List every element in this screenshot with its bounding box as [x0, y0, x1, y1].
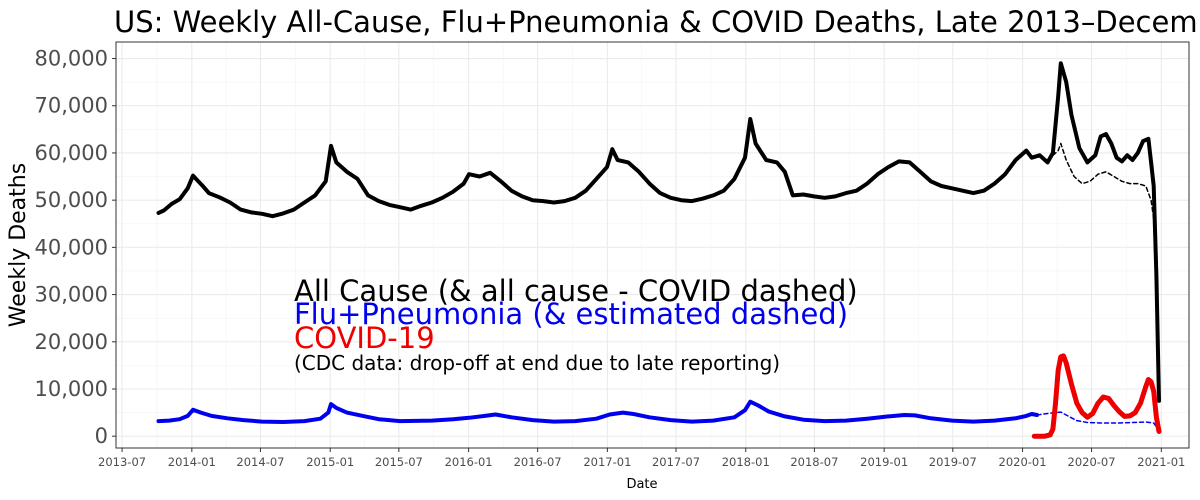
- x-tick-label-2020-07: 2020-07: [1068, 455, 1116, 469]
- plot-panel-border: [115, 41, 1190, 449]
- x-tick-label-2013-07: 2013-07: [98, 455, 146, 469]
- annotation-cdc-note: (CDC data: drop-off at end due to late r…: [294, 351, 780, 375]
- series-line-2: [156, 399, 1039, 424]
- x-tick-label-2017-01: 2017-01: [583, 455, 631, 469]
- y-tick-label-30-000: 30,000: [35, 283, 108, 307]
- y-tick-label-60-000: 60,000: [35, 141, 108, 165]
- x-tick-label-2019-01: 2019-01: [860, 455, 908, 469]
- x-tick-label-2018-07: 2018-07: [790, 455, 838, 469]
- x-axis-label: Date: [626, 477, 657, 492]
- x-tick-label-2018-01: 2018-01: [722, 455, 770, 469]
- y-tick-label-80-000: 80,000: [35, 47, 108, 71]
- y-tick-label-70-000: 70,000: [35, 94, 108, 118]
- x-tick-label-2016-07: 2016-07: [514, 455, 562, 469]
- y-axis: 0 10,000 20,000 30,000 40,000 50,000 60,000 70,…: [35, 47, 116, 448]
- x-tick-label-2021-01: 2021-01: [1137, 455, 1185, 469]
- grid-lines: [116, 42, 1189, 448]
- x-tick-label-2016-01: 2016-01: [445, 455, 493, 469]
- y-tick-label-20-000: 20,000: [35, 330, 108, 354]
- series-line-4: [1031, 353, 1162, 439]
- chart-title: US: Weekly All-Cause, Flu+Pneumonia & CO…: [114, 5, 1200, 39]
- x-tick-label-2015-01: 2015-01: [306, 455, 354, 469]
- x-tick-label-2015-07: 2015-07: [375, 455, 423, 469]
- series-line-1: [1052, 142, 1155, 220]
- annotation-flu-pneumonia: Flu+Pneumonia (& estimated dashed): [294, 297, 848, 331]
- x-tick-label-2017-07: 2017-07: [652, 455, 700, 469]
- y-tick-label-40-000: 40,000: [35, 235, 108, 259]
- series-line-3: [1036, 411, 1160, 432]
- x-tick-label-2014-07: 2014-07: [236, 455, 284, 469]
- y-tick-label-10-000: 10,000: [35, 377, 108, 401]
- x-tick-label-2019-07: 2019-07: [929, 455, 977, 469]
- y-axis-label: Weekly Deaths: [6, 163, 31, 327]
- x-tick-label-2020-01: 2020-01: [999, 455, 1047, 469]
- y-tick-label-50-000: 50,000: [35, 188, 108, 212]
- x-tick-label-2014-01: 2014-01: [168, 455, 216, 469]
- annotation-covid: COVID-19: [294, 321, 435, 355]
- y-tick-label-0: 0: [95, 424, 108, 448]
- series-layer: [156, 61, 1162, 439]
- annotation-all-cause: All Cause (& all cause - COVID dashed): [294, 274, 858, 308]
- series-line-0: [156, 61, 1161, 403]
- x-axis: 2013-07 2014-01 2014-07 2015-01 2015-07 2016-…: [98, 448, 1185, 469]
